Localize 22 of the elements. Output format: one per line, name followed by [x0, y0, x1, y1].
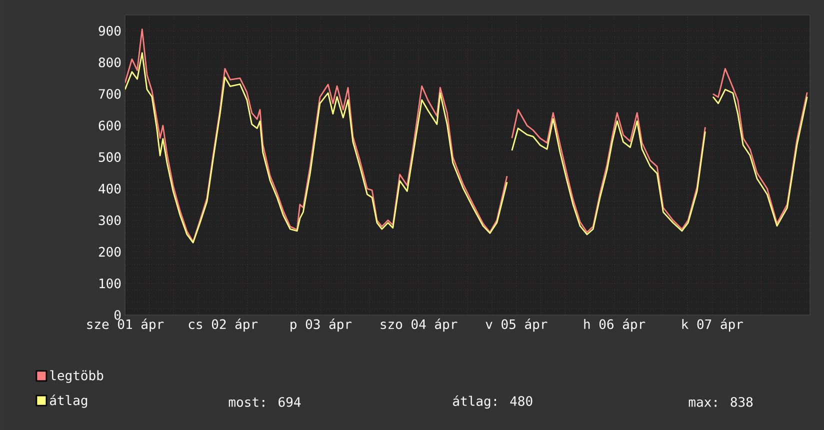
y-tick-label: 700: [98, 89, 121, 99]
y-tick-label: 100: [100, 278, 121, 288]
x-tick-label: sze 01 ápr: [87, 318, 164, 332]
x-tick-label: k 07 ápr: [682, 318, 743, 332]
y-tick-label: 500: [98, 152, 121, 162]
text: max: 838: [688, 397, 753, 407]
y-tick-label: 400: [98, 184, 121, 194]
y-tick-label: 900: [98, 26, 121, 36]
text: most: 694: [228, 397, 301, 407]
y-tick-label: 0: [114, 310, 121, 320]
y-tick-label: 200: [98, 246, 121, 257]
y-tick-label: 800: [98, 57, 121, 68]
y-tick-label: 300: [98, 215, 121, 226]
x-tick-label: szo 04 ápr: [380, 318, 458, 332]
legend-label: legtöbb: [50, 370, 104, 383]
legend-label: átlag: [50, 394, 88, 408]
text: átlag: 480: [453, 395, 532, 409]
x-tick-label: h 06 ápr: [584, 318, 646, 332]
x-tick-label: cs 02 ápr: [188, 318, 258, 332]
y-tick-label: 600: [98, 120, 121, 130]
x-tick-label: v 05 ápr: [486, 318, 548, 332]
x-tick-label: p 03 ápr: [290, 318, 352, 332]
